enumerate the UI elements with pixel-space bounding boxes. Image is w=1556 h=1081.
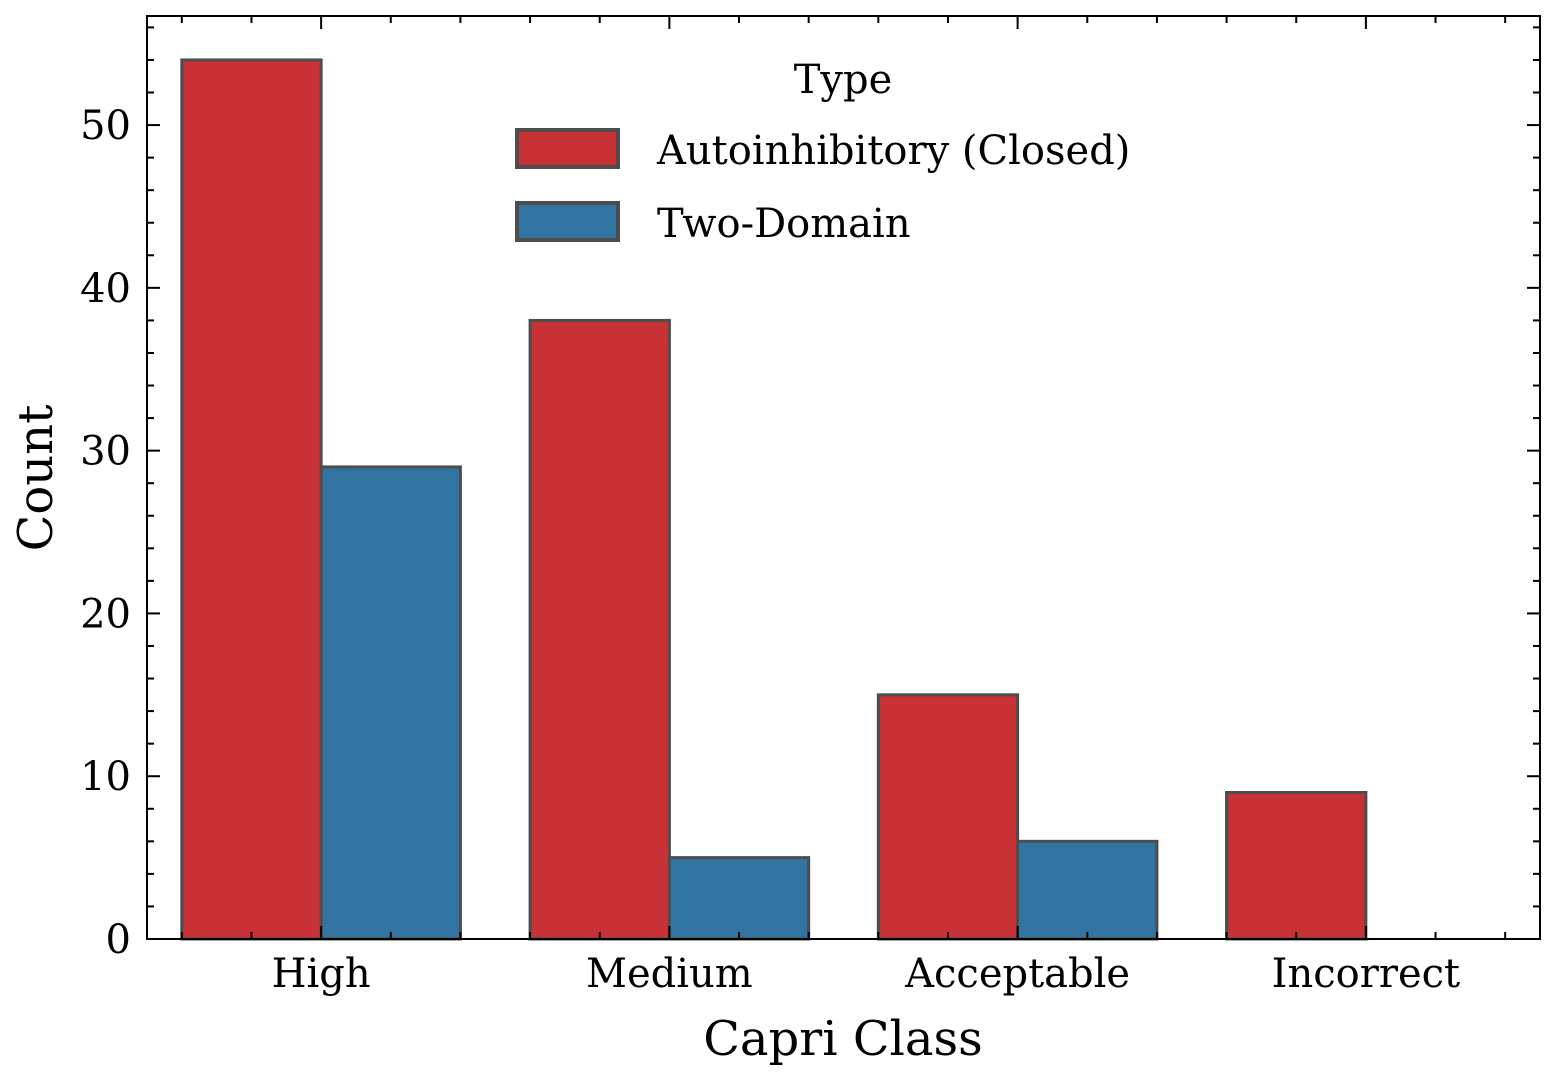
- legend-swatch-autoinhibitory: [515, 128, 620, 169]
- y-tick-labels: 0 10 20 30 40 50: [80, 103, 131, 963]
- x-tick-label-high: High: [272, 951, 371, 997]
- y-tick-label: 30: [80, 429, 131, 475]
- y-tick-label: 0: [106, 917, 131, 963]
- x-tick-labels: High Medium Acceptable Incorrect: [272, 951, 1460, 997]
- y-axis-title: Count: [8, 405, 64, 552]
- x-axis-title: Capri Class: [703, 1011, 983, 1067]
- bar-medium-two-domain: [667, 856, 811, 941]
- legend-label-autoinhibitory: Autoinhibitory (Closed): [656, 128, 1130, 174]
- x-tick-label-incorrect: Incorrect: [1272, 951, 1460, 997]
- legend-label-two-domain: Two-Domain: [657, 201, 911, 247]
- x-tick-label-acceptable: Acceptable: [904, 951, 1130, 997]
- x-tick-label-medium: Medium: [586, 951, 753, 997]
- y-tick-label: 20: [80, 591, 131, 637]
- legend: Type Autoinhibitory (Closed) Two-Domain: [515, 57, 1130, 247]
- y-tick-label: 50: [80, 103, 131, 149]
- bar-medium-autoinhibitory-closed: [528, 318, 671, 941]
- legend-swatch-two-domain: [515, 201, 620, 242]
- legend-title: Type: [794, 57, 893, 103]
- bar-high-autoinhibitory-closed: [180, 58, 323, 941]
- plot-frame: [146, 15, 1541, 940]
- bar-high-two-domain: [319, 465, 462, 941]
- bar-incorrect-autoinhibitory-closed: [1225, 790, 1368, 941]
- y-tick-label: 40: [80, 266, 131, 312]
- ticks-layer: [147, 16, 1540, 940]
- bar-acceptable-two-domain: [1016, 839, 1159, 941]
- bars-layer: [180, 58, 1368, 941]
- bar-acceptable-autoinhibitory-closed: [876, 693, 1020, 941]
- y-tick-label: 10: [80, 754, 131, 800]
